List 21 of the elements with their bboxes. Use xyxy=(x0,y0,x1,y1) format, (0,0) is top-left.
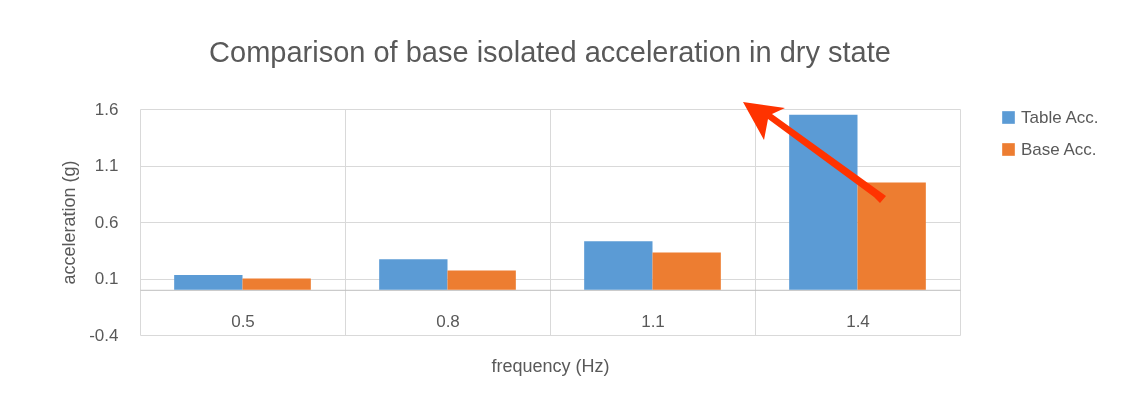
y-tick-label: 1.1 xyxy=(94,156,119,175)
y-tick-label: 0.1 xyxy=(94,269,119,288)
chart-title: Comparison of base isolated acceleration in dry state xyxy=(209,36,891,68)
bar xyxy=(652,252,721,290)
x-tick-label: 0.5 xyxy=(231,312,255,332)
x-tick-label: 1.1 xyxy=(641,312,665,332)
y-tick-label: 1.6 xyxy=(94,99,119,119)
x-tick-label: 0.8 xyxy=(436,312,460,332)
bar xyxy=(242,278,311,290)
bar xyxy=(584,241,653,290)
legend-label: Table Acc. xyxy=(1021,107,1099,127)
bar xyxy=(447,270,516,290)
bar xyxy=(379,259,448,290)
x-tick-label: 1.4 xyxy=(846,312,870,332)
x-axis-title: frequency (Hz) xyxy=(491,356,610,377)
y-tick-label: 0.6 xyxy=(94,212,119,232)
y-tick-label: -0.4 xyxy=(89,325,119,345)
bar xyxy=(174,275,243,290)
bar xyxy=(857,182,926,290)
y-axis-title: acceleration (g) xyxy=(59,160,80,285)
legend-label: Base Acc. xyxy=(1021,139,1097,159)
